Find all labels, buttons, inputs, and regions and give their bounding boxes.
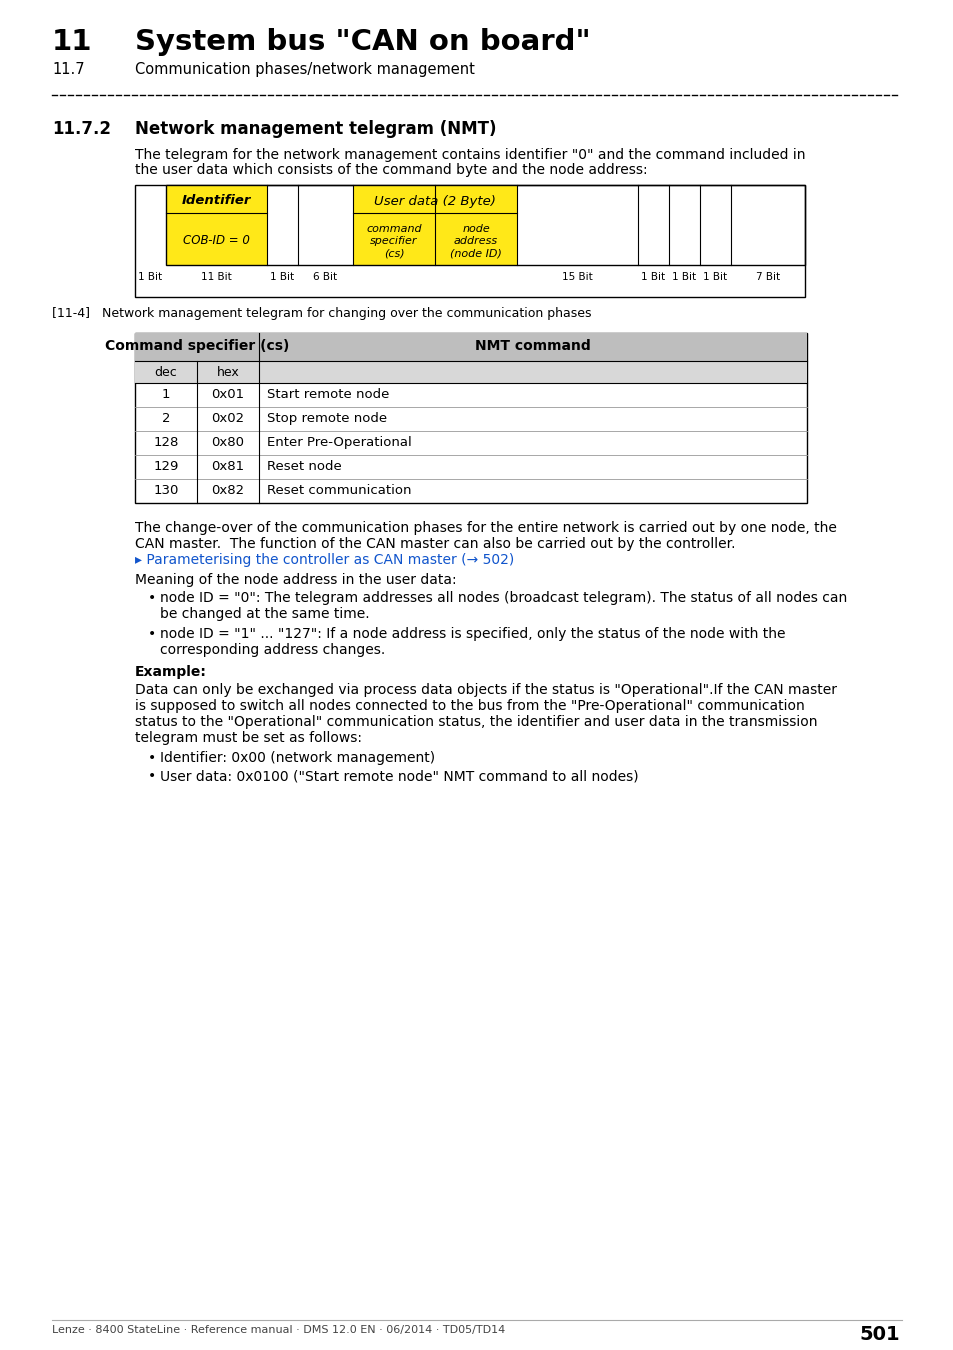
Text: Enter Pre-Operational: Enter Pre-Operational xyxy=(267,436,412,450)
Text: be changed at the same time.: be changed at the same time. xyxy=(160,608,369,621)
Text: NMT command: NMT command xyxy=(475,339,590,352)
Text: telegram must be set as follows:: telegram must be set as follows: xyxy=(135,730,361,745)
Text: 501: 501 xyxy=(859,1324,899,1345)
Text: •: • xyxy=(148,769,156,783)
Text: corresponding address changes.: corresponding address changes. xyxy=(160,643,385,657)
Text: 0x02: 0x02 xyxy=(212,412,244,425)
Text: 0x01: 0x01 xyxy=(212,387,244,401)
Text: •: • xyxy=(148,591,156,605)
Bar xyxy=(135,360,806,383)
Text: 2: 2 xyxy=(162,412,170,425)
Text: Example:: Example: xyxy=(135,666,207,679)
Text: User data (2 Byte): User data (2 Byte) xyxy=(374,194,496,208)
Text: •: • xyxy=(148,626,156,641)
Text: 1 Bit: 1 Bit xyxy=(702,271,727,282)
Text: Communication phases/network management: Communication phases/network management xyxy=(135,62,475,77)
Text: 6 Bit: 6 Bit xyxy=(314,271,337,282)
Text: status to the "Operational" communication status, the identifier and user data i: status to the "Operational" communicatio… xyxy=(135,716,817,729)
Text: 1 Bit: 1 Bit xyxy=(270,271,294,282)
Text: Identifier: 0x00 (network management): Identifier: 0x00 (network management) xyxy=(160,751,435,765)
Bar xyxy=(135,333,806,504)
Text: Start remote node: Start remote node xyxy=(267,387,389,401)
Text: System bus "CAN on board": System bus "CAN on board" xyxy=(135,28,590,55)
Text: 15 Bit: 15 Bit xyxy=(561,271,592,282)
Text: the user data which consists of the command byte and the node address:: the user data which consists of the comm… xyxy=(135,163,647,177)
Text: 11.7.2: 11.7.2 xyxy=(52,120,111,138)
Text: User data: 0x0100 ("Start remote node" NMT command to all nodes): User data: 0x0100 ("Start remote node" N… xyxy=(160,769,638,783)
Text: node ID = "0": The telegram addresses all nodes (broadcast telegram). The status: node ID = "0": The telegram addresses al… xyxy=(160,591,846,605)
Text: is supposed to switch all nodes connected to the bus from the "Pre-Operational" : is supposed to switch all nodes connecte… xyxy=(135,699,804,713)
Text: Command specifier (cs): Command specifier (cs) xyxy=(105,339,289,352)
Text: command
specifier
(cs): command specifier (cs) xyxy=(366,224,421,258)
Text: 11: 11 xyxy=(52,28,92,55)
Text: COB-ID = 0: COB-ID = 0 xyxy=(183,235,250,247)
Text: 11 Bit: 11 Bit xyxy=(201,271,232,282)
Text: node
address
(node ID): node address (node ID) xyxy=(450,224,501,258)
Text: The telegram for the network management contains identifier "0" and the command : The telegram for the network management … xyxy=(135,148,804,162)
Text: 1 Bit: 1 Bit xyxy=(640,271,665,282)
Text: 1 Bit: 1 Bit xyxy=(672,271,696,282)
Text: Identifier: Identifier xyxy=(182,194,251,208)
Text: hex: hex xyxy=(216,366,239,379)
Text: node ID = "1" ... "127": If a node address is specified, only the status of the : node ID = "1" ... "127": If a node addre… xyxy=(160,626,784,641)
Bar xyxy=(135,333,806,360)
Text: 1: 1 xyxy=(162,387,170,401)
Text: ▸ Parameterising the controller as CAN master (→ 502): ▸ Parameterising the controller as CAN m… xyxy=(135,554,514,567)
Text: 0x80: 0x80 xyxy=(212,436,244,450)
Text: 11.7: 11.7 xyxy=(52,62,85,77)
Text: Reset communication: Reset communication xyxy=(267,485,411,497)
Text: [11-4]   Network management telegram for changing over the communication phases: [11-4] Network management telegram for c… xyxy=(52,306,591,320)
Text: 128: 128 xyxy=(153,436,178,450)
Text: 7 Bit: 7 Bit xyxy=(755,271,780,282)
Text: 129: 129 xyxy=(153,460,178,472)
Text: Network management telegram (NMT): Network management telegram (NMT) xyxy=(135,120,496,138)
Text: dec: dec xyxy=(154,366,177,379)
Bar xyxy=(353,213,435,265)
Text: 0x82: 0x82 xyxy=(212,485,244,497)
Text: •: • xyxy=(148,751,156,765)
Bar xyxy=(166,185,804,265)
Text: Stop remote node: Stop remote node xyxy=(267,412,387,425)
Text: CAN master.  The function of the CAN master can also be carried out by the contr: CAN master. The function of the CAN mast… xyxy=(135,537,735,551)
Bar xyxy=(435,213,517,265)
Bar xyxy=(166,185,267,265)
Text: The change-over of the communication phases for the entire network is carried ou: The change-over of the communication pha… xyxy=(135,521,836,535)
Text: 0x81: 0x81 xyxy=(212,460,244,472)
Text: Meaning of the node address in the user data:: Meaning of the node address in the user … xyxy=(135,572,456,587)
Bar xyxy=(353,185,517,213)
Text: 1 Bit: 1 Bit xyxy=(138,271,162,282)
Bar xyxy=(135,185,804,297)
Text: Reset node: Reset node xyxy=(267,460,341,472)
Text: Lenze · 8400 StateLine · Reference manual · DMS 12.0 EN · 06/2014 · TD05/TD14: Lenze · 8400 StateLine · Reference manua… xyxy=(52,1324,505,1335)
Text: Data can only be exchanged via process data objects if the status is "Operationa: Data can only be exchanged via process d… xyxy=(135,683,836,697)
Text: 130: 130 xyxy=(153,485,178,497)
